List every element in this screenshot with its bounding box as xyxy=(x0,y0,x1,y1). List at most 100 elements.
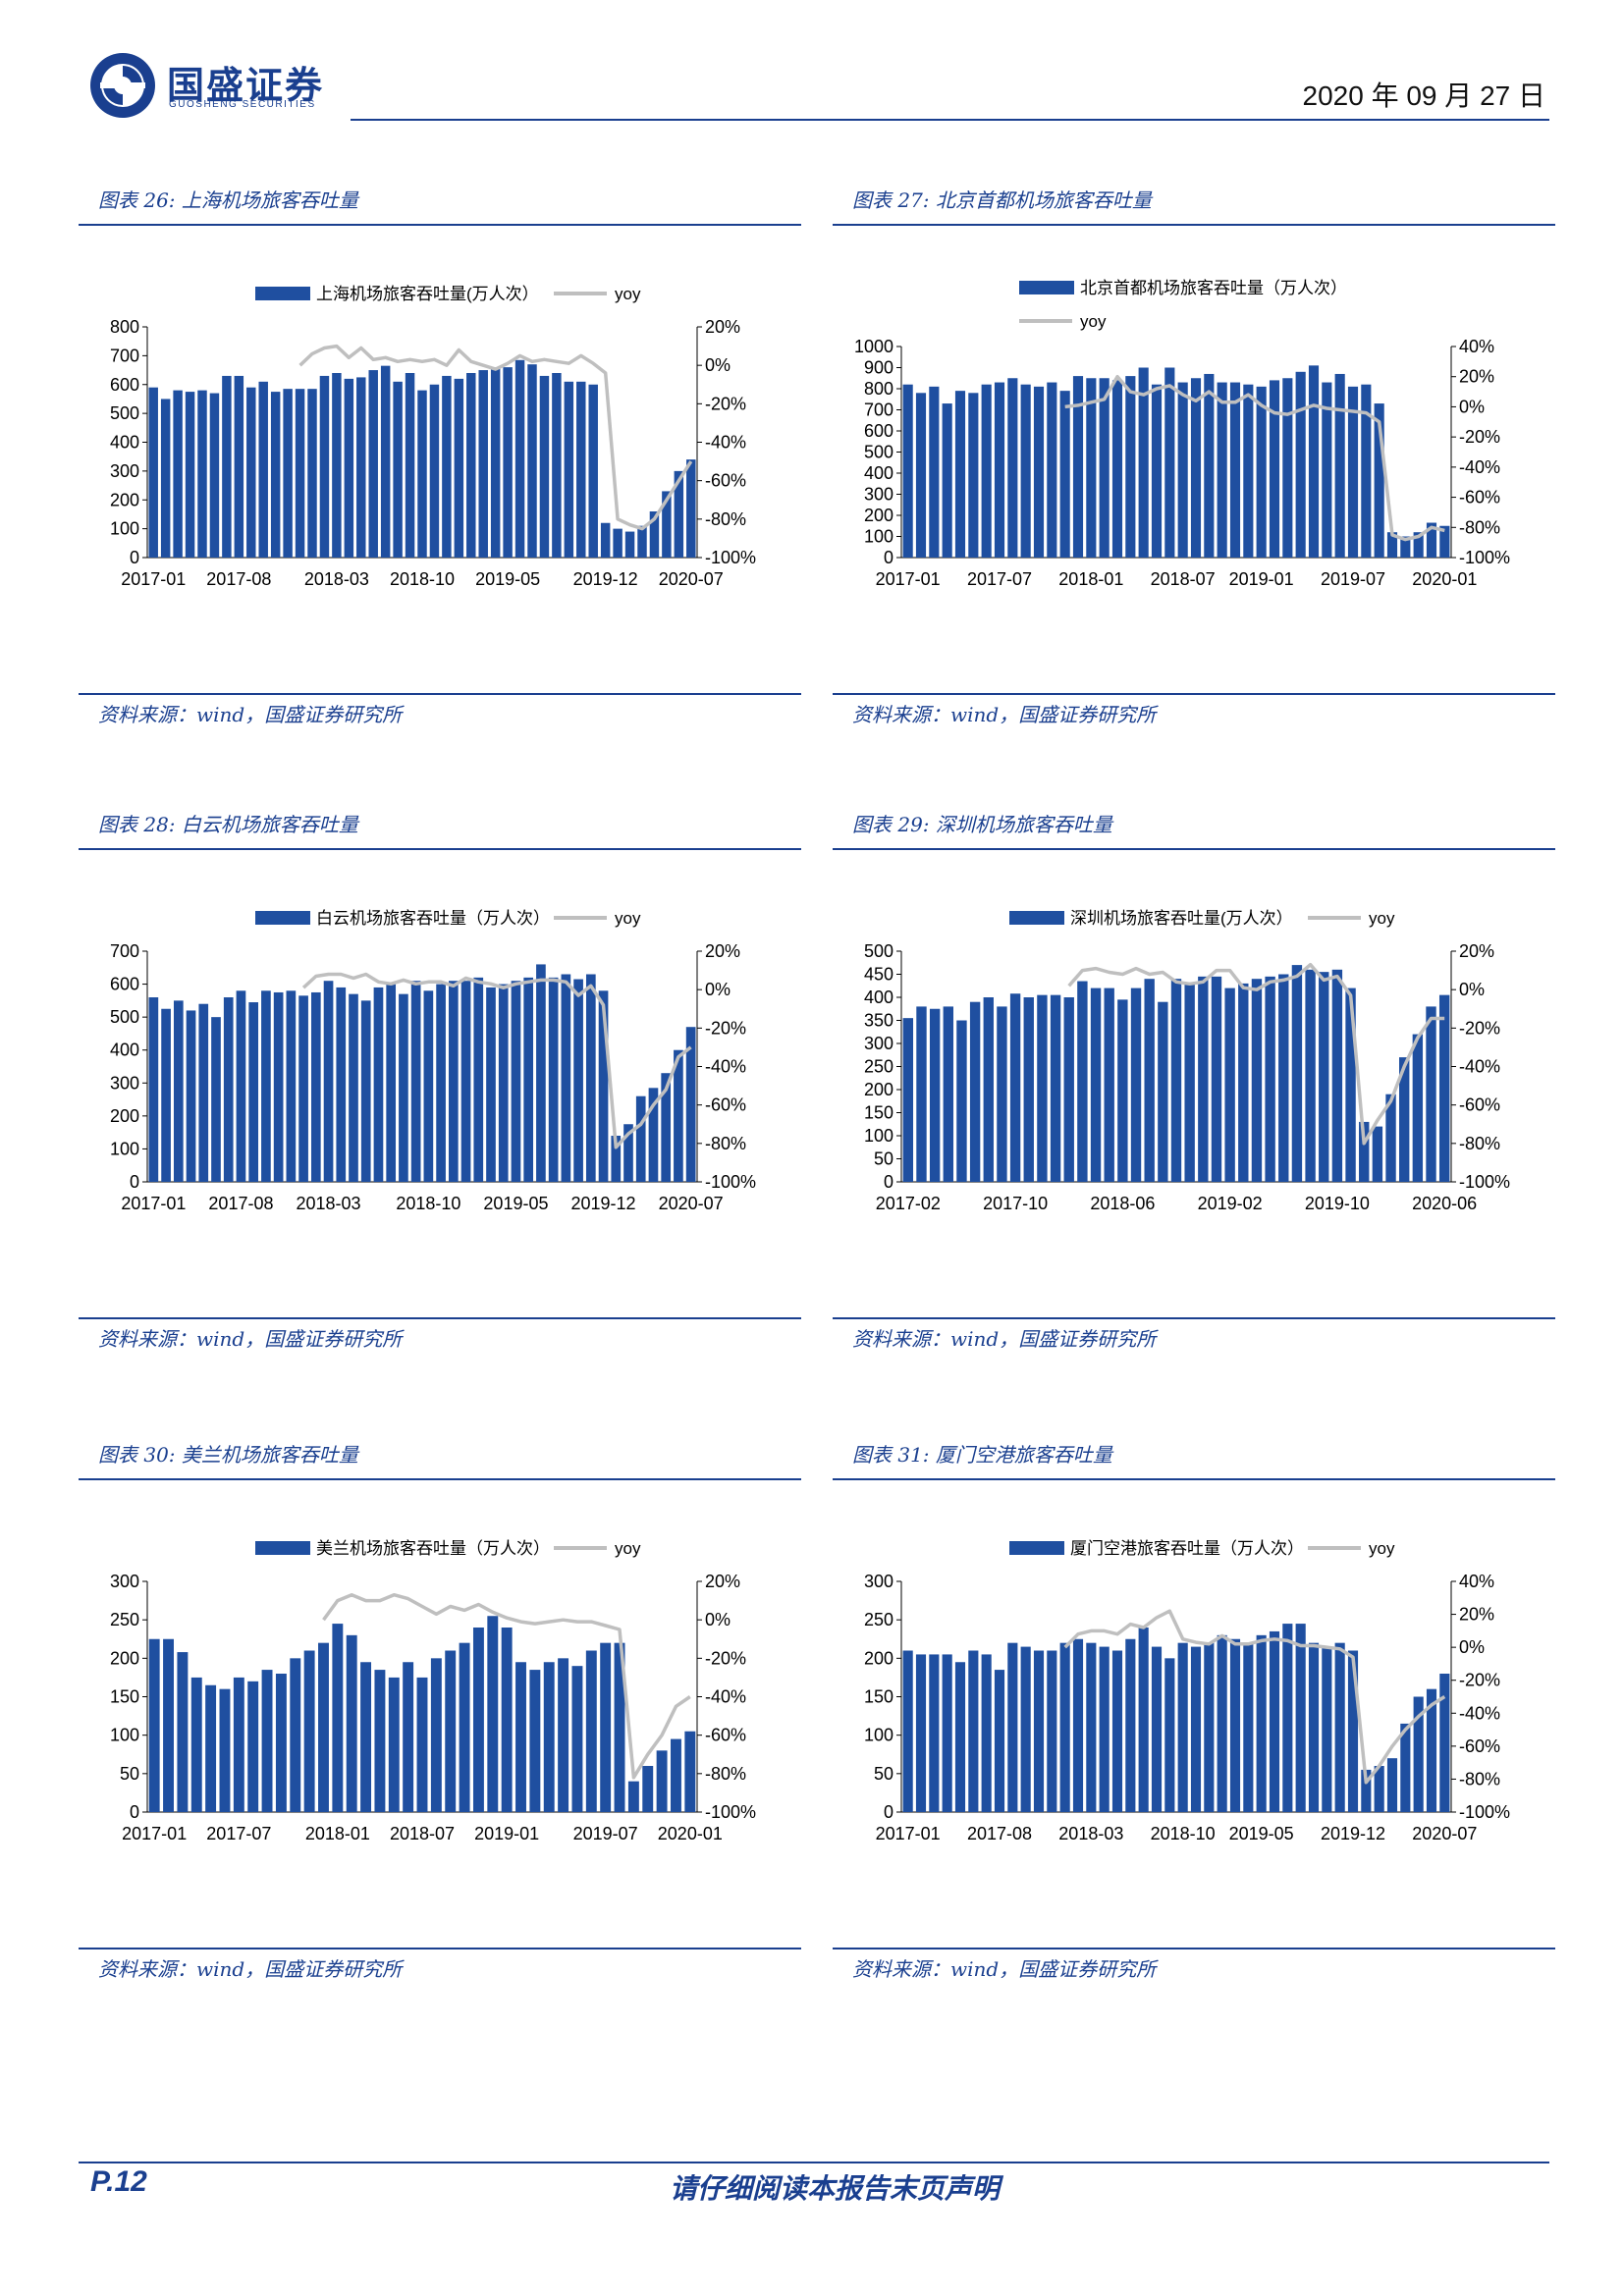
bar xyxy=(635,1095,646,1182)
bar xyxy=(564,381,574,558)
chart-panel-30: 图表 30: 美兰机场旅客吞吐量 美兰机场旅客吞吐量（万人次） yoy 0 50 100… xyxy=(79,1439,801,1981)
y-tick-label: 600 xyxy=(110,975,139,994)
y-tick-label: 0 xyxy=(884,1802,893,1822)
chart-panel-27: 图表 27: 北京首都机场旅客吞吐量 北京首都机场旅客吞吐量（万人次） yoy 0 1… xyxy=(833,185,1555,726)
bar xyxy=(929,1654,940,1812)
bar xyxy=(1217,382,1227,558)
bar xyxy=(403,1662,414,1812)
bar xyxy=(1256,386,1267,558)
bar xyxy=(1033,1650,1045,1812)
bar xyxy=(416,1677,428,1812)
bar xyxy=(1282,1624,1293,1812)
bar xyxy=(233,1677,244,1812)
y2-tick-label: -60% xyxy=(1459,488,1500,507)
y-tick-label: 200 xyxy=(110,490,139,509)
bar xyxy=(1308,365,1320,558)
y-tick-label: 900 xyxy=(864,358,893,378)
y-tick-label: 500 xyxy=(864,443,893,462)
bar xyxy=(1086,378,1097,558)
bar xyxy=(600,522,611,558)
y-tick-label: 150 xyxy=(864,1103,893,1123)
bar xyxy=(548,977,559,1182)
bar xyxy=(1050,994,1061,1182)
bar xyxy=(405,373,415,558)
y2-tick-label: 0% xyxy=(705,980,731,999)
chart-30: 美兰机场旅客吞吐量（万人次） yoy 0 50 100 150 200 250 300 -100%… xyxy=(79,1498,801,1940)
y-tick-label: 500 xyxy=(110,403,139,423)
bar xyxy=(1243,1642,1254,1812)
bar xyxy=(942,1654,952,1812)
y-tick-label: 300 xyxy=(110,1073,139,1093)
y-tick-label: 700 xyxy=(864,400,893,420)
page-number: P.12 xyxy=(90,2165,147,2198)
y-tick-label: 400 xyxy=(864,463,893,483)
bar xyxy=(1177,1642,1188,1812)
bar xyxy=(613,528,623,558)
bar xyxy=(1138,1628,1149,1812)
bar xyxy=(466,373,476,558)
bar xyxy=(968,393,979,558)
bar xyxy=(1229,382,1241,558)
bar xyxy=(515,1662,526,1812)
bar xyxy=(623,1124,633,1182)
chart-source: 资料来源：wind，国盛证券研究所 xyxy=(852,1327,1157,1351)
y-tick-label: 100 xyxy=(110,1139,139,1158)
y2-tick-label: 0% xyxy=(1459,397,1485,416)
x-tick-label: 2018-01 xyxy=(1058,569,1123,589)
y2-tick-label: -80% xyxy=(705,509,746,529)
bar xyxy=(247,1681,259,1812)
bar xyxy=(1308,1642,1320,1812)
chart-svg: 厦门空港旅客吞吐量（万人次） yoy 0 50 100 150 200 250 300 -100%… xyxy=(864,1539,1510,1843)
bar xyxy=(160,399,171,558)
x-tick-label: 2018-01 xyxy=(305,1824,370,1843)
bar xyxy=(1322,1646,1332,1812)
bar xyxy=(222,375,232,558)
y-tick-label: 0 xyxy=(130,1172,139,1192)
y-tick-label: 50 xyxy=(874,1149,893,1169)
footer-rule xyxy=(79,2162,1549,2163)
bar xyxy=(1269,1630,1280,1812)
bar xyxy=(503,367,513,558)
bar xyxy=(323,981,334,1182)
bar xyxy=(1125,376,1136,558)
bar xyxy=(1099,1646,1110,1812)
bar xyxy=(1278,974,1289,1182)
bar xyxy=(1399,1057,1410,1182)
bar xyxy=(1063,997,1074,1182)
x-tick-label: 2019-12 xyxy=(571,1194,636,1213)
x-tick-label: 2019-07 xyxy=(573,1824,638,1843)
bar xyxy=(902,1018,914,1182)
y2-tick-label: 0% xyxy=(705,1610,731,1629)
y2-tick-label: -80% xyxy=(705,1134,746,1153)
y-tick-label: 500 xyxy=(110,1007,139,1027)
bar xyxy=(205,1684,217,1812)
bar xyxy=(332,373,342,558)
bar xyxy=(1104,988,1114,1182)
y2-tick-label: 20% xyxy=(705,941,740,961)
legend-line-label: yoy xyxy=(615,1539,641,1558)
bar xyxy=(1295,371,1306,558)
legend-line-label: yoy xyxy=(1080,312,1107,331)
bar xyxy=(490,367,501,558)
bar xyxy=(1059,1642,1070,1812)
y-tick-label: 800 xyxy=(110,317,139,337)
chart-title: 图表 28: 白云机场旅客吞吐量 xyxy=(98,813,358,836)
bar xyxy=(1413,532,1424,558)
bar xyxy=(270,392,281,558)
x-tick-label: 2020-07 xyxy=(1412,1824,1477,1843)
x-tick-label: 2019-01 xyxy=(474,1824,539,1843)
bar xyxy=(1400,1723,1411,1812)
bar xyxy=(307,389,317,558)
bar xyxy=(1361,1769,1372,1812)
bar xyxy=(671,1738,681,1812)
bar xyxy=(290,1658,301,1812)
bar xyxy=(558,1658,569,1812)
y2-tick-label: -80% xyxy=(705,1764,746,1784)
bar xyxy=(1251,979,1263,1182)
y-tick-label: 0 xyxy=(130,1802,139,1822)
bar xyxy=(943,1006,953,1182)
bar xyxy=(344,378,354,558)
y-tick-label: 400 xyxy=(110,433,139,453)
bar xyxy=(956,1020,967,1182)
bar xyxy=(1077,981,1088,1182)
